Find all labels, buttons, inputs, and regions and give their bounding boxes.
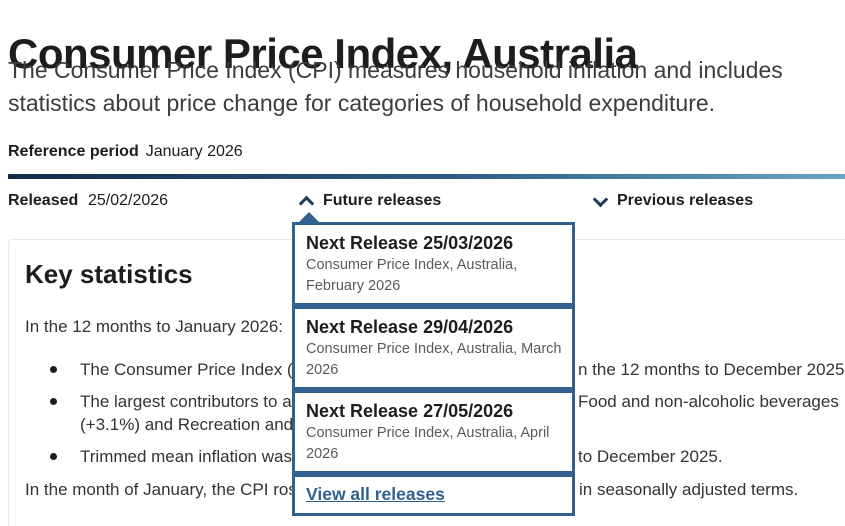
stat-text-left: Trimmed mean inflation was (80, 447, 292, 466)
future-releases-label: Future releases (323, 192, 442, 209)
future-releases-dropdown: Next Release 25/03/2026 Consumer Price I… (292, 212, 575, 516)
released-label: Released (8, 192, 79, 209)
stat-text-right: n the 12 months to December 2025. (578, 360, 845, 379)
release-description-line1: Consumer Price Index, Australia, March (306, 341, 562, 357)
key-statistics-intro: In the 12 months to January 2026: (25, 317, 284, 336)
future-releases-toggle[interactable]: Future releases (298, 192, 442, 211)
key-statistics-list: The Consumer Price Index (C n the 12 mon… (25, 358, 845, 468)
previous-releases-label: Previous releases (617, 192, 754, 209)
release-description-line2: February 2026 (306, 278, 401, 294)
release-description-line1: Consumer Price Index, Australia, April (306, 425, 550, 441)
released-value: 25/02/2026 (88, 192, 169, 209)
stat-bullet-item: The Consumer Price Index (C n the 12 mon… (50, 358, 845, 381)
release-title: Next Release 25/03/2026 (306, 233, 514, 253)
stat-text-left: The largest contributors to a (80, 392, 292, 411)
release-description-line2: 2026 (306, 362, 339, 378)
release-title: Next Release 29/04/2026 (306, 317, 514, 337)
previous-releases-toggle[interactable]: Previous releases (592, 191, 754, 210)
stat-text-left: (+3.1%) and Recreation and c (80, 415, 307, 434)
page-title: Consumer Price Index, Australia (8, 30, 638, 78)
dropdown-footer: View all releases (292, 474, 575, 516)
reference-period-label: Reference period (8, 143, 139, 160)
release-item: Next Release 29/04/2026 Consumer Price I… (292, 306, 575, 390)
page-subtitle-line2: statistics about price change for catego… (8, 90, 716, 116)
stat-text-right: to December 2025. (578, 447, 723, 466)
stat-text-right: in seasonally adjusted terms. (579, 480, 799, 499)
page-subtitle-line1: The Consumer Price Index (CPI) measures … (8, 57, 783, 83)
view-all-releases-link[interactable]: View all releases (306, 484, 445, 504)
reference-period-row: Reference period January 2026 (8, 143, 243, 161)
chevron-up-icon (298, 195, 315, 211)
monthly-summary-text: In the month of January, the CPI rose in… (25, 478, 834, 501)
stat-text-left: The Consumer Price Index (C (80, 360, 305, 379)
release-description-line2: 2026 (306, 446, 339, 462)
page-subtitle: The Consumer Price Index (CPI) measures … (8, 54, 783, 120)
stat-text-left: In the month of January, the CPI rose (25, 480, 307, 499)
dropdown-pointer-icon (299, 212, 319, 222)
stat-bullet-item: Trimmed mean inflation was to December 2… (50, 445, 834, 468)
release-item: Next Release 25/03/2026 Consumer Price I… (292, 222, 575, 306)
chevron-down-icon (592, 191, 609, 207)
release-description-line1: Consumer Price Index, Australia, (306, 257, 518, 273)
gradient-divider (8, 174, 845, 179)
key-statistics-heading: Key statistics (25, 259, 193, 289)
release-title: Next Release 27/05/2026 (306, 401, 514, 421)
release-item: Next Release 27/05/2026 Consumer Price I… (292, 390, 575, 474)
stat-bullet-item: The largest contributors to a Food and n… (50, 390, 839, 436)
reference-period-value: January 2026 (145, 143, 243, 160)
stat-text-right: Food and non-alcoholic beverages (578, 392, 839, 411)
